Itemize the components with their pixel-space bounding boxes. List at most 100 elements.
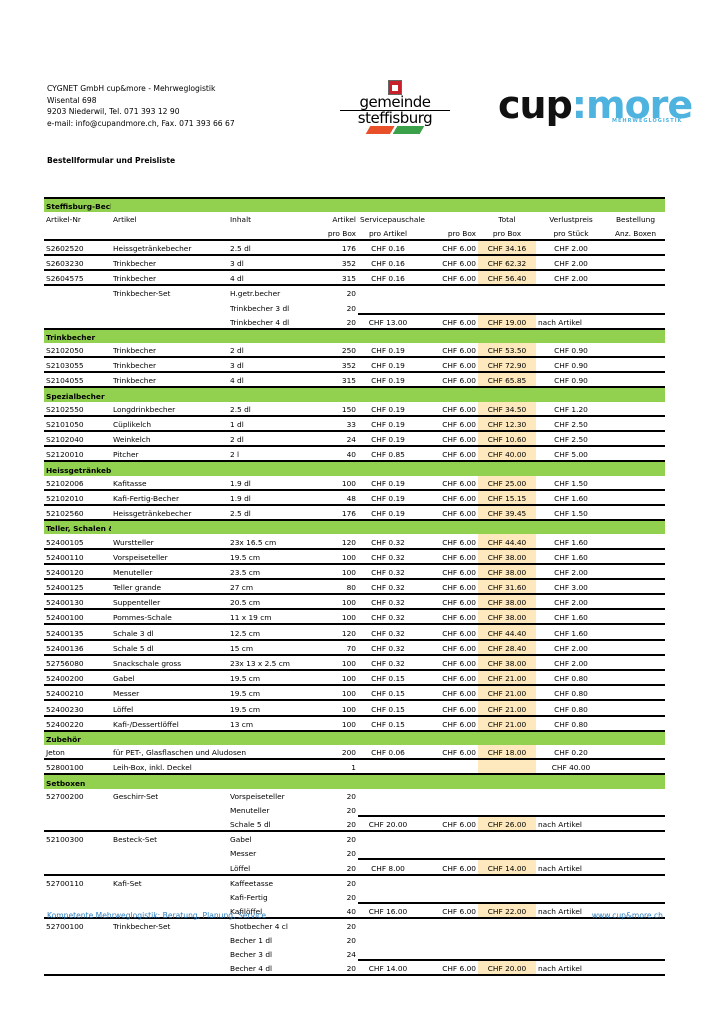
pauschale-pro-box: CHF 6.00 (418, 594, 478, 611)
pauschale-pro-artikel (358, 299, 418, 315)
bestellung-input[interactable] (606, 875, 665, 889)
artikel-pro-box: 48 (316, 489, 358, 506)
artikel-pro-box: 100 (316, 594, 358, 611)
artikel (111, 299, 228, 313)
logo-subtitle: MEHRWEGLOGISTIK (612, 118, 683, 124)
cell (536, 327, 606, 343)
bestellung-input[interactable] (606, 475, 665, 491)
bestellung-input[interactable] (606, 624, 665, 641)
bestellung-input[interactable] (606, 269, 665, 287)
artikel-nr: S2604575 (44, 269, 111, 287)
verlustpreis (536, 285, 606, 299)
bestellung-input[interactable] (606, 670, 665, 687)
artikel-nr: 52756080 (44, 654, 111, 672)
pauschale-pro-box (418, 299, 478, 315)
cell (111, 729, 228, 745)
bestellung-input[interactable] (606, 534, 665, 550)
artikel: Kafi-/Dessertlöffel (111, 715, 228, 732)
cell (358, 729, 418, 745)
bestellung-input[interactable] (606, 815, 665, 833)
bestellung-input[interactable] (606, 285, 665, 299)
pauschale-pro-artikel: CHF 0.32 (358, 548, 418, 565)
bestellung-input[interactable] (606, 888, 665, 905)
verlustpreis: nach Artikel (536, 903, 606, 920)
bestellung-input[interactable] (606, 759, 665, 776)
bestellung-input[interactable] (606, 594, 665, 611)
bestellung-input[interactable] (606, 715, 665, 732)
pauschale-pro-box (418, 801, 478, 817)
bestellung-input[interactable] (606, 859, 665, 876)
bestellung-input[interactable] (606, 357, 665, 374)
cell (536, 460, 606, 476)
artikel-pro-box: 70 (316, 639, 358, 656)
pauschale-pro-box (418, 831, 478, 845)
bestellung-input[interactable] (606, 254, 665, 271)
bestellung-input[interactable] (606, 548, 665, 565)
bestellung-input[interactable] (606, 932, 665, 945)
artikel-pro-box: 315 (316, 372, 358, 389)
bestellung-input[interactable] (606, 639, 665, 656)
pauschale-pro-box: CHF 6.00 (418, 489, 478, 506)
bestellung-input[interactable] (606, 801, 665, 817)
table-row: 52800100 Leih-Box, inkl. Deckel 1 CHF 40.00 (44, 759, 665, 776)
pauschale-pro-box: CHF 6.00 (418, 744, 478, 761)
artikel-nr (44, 946, 111, 960)
bestellung-input[interactable] (606, 563, 665, 580)
footer-tagline: Kompetente Mehrweglogistik: Beratung, Pl… (47, 911, 267, 920)
bestellung-input[interactable] (606, 789, 665, 802)
artikel (111, 815, 228, 833)
bestellung-input[interactable] (606, 609, 665, 626)
cell (316, 327, 358, 343)
bestellung-input[interactable] (606, 654, 665, 672)
bestellung-input[interactable] (606, 415, 665, 433)
pauschale-pro-box: CHF 6.00 (418, 446, 478, 463)
cell (418, 773, 478, 789)
artikel-nr: 52400210 (44, 685, 111, 702)
pauschale-pro-box: CHF 6.00 (418, 578, 478, 596)
bestellung-input[interactable] (606, 845, 665, 861)
bestellung-input[interactable] (606, 578, 665, 596)
bestellung-input[interactable] (606, 903, 665, 920)
cell (418, 519, 478, 535)
artikel-pro-box: 100 (316, 685, 358, 702)
bestellung-input[interactable] (606, 959, 665, 976)
verlustpreis: CHF 0.90 (536, 372, 606, 389)
bestellung-input[interactable] (606, 372, 665, 389)
footer-website[interactable]: www.cup&more.ch (591, 911, 663, 920)
bestellung-input[interactable] (606, 313, 665, 330)
artikel-nr: 52400220 (44, 715, 111, 732)
section-row: Zubehör (44, 729, 665, 745)
bestellung-input[interactable] (606, 700, 665, 717)
bestellung-input[interactable] (606, 446, 665, 463)
bestellung-input[interactable] (606, 342, 665, 359)
total-pro-box: CHF 15.15 (478, 489, 536, 506)
verlustpreis (536, 789, 606, 802)
artikel-nr: 52400110 (44, 548, 111, 565)
verlustpreis (536, 888, 606, 905)
bestellung-input[interactable] (606, 945, 665, 961)
pauschale-pro-artikel (358, 759, 418, 776)
artikel-nr: Jeton (44, 744, 111, 761)
artikel-nr (44, 859, 111, 876)
bestellung-input[interactable] (606, 239, 665, 256)
artikel-nr: S2102550 (44, 401, 111, 417)
inhalt: 2.5 dl (228, 504, 316, 522)
artikel-nr: 52400130 (44, 594, 111, 611)
verlustpreis: CHF 0.90 (536, 357, 606, 374)
total-pro-box (478, 932, 536, 946)
bestellung-input[interactable] (606, 918, 665, 932)
artikel-pro-box: 24 (316, 431, 358, 448)
bestellung-input[interactable] (606, 299, 665, 315)
cupandmore-logo: cup:more MEHRWEGLOGISTIK (498, 86, 717, 130)
cell (316, 460, 358, 476)
pauschale-pro-artikel: CHF 14.00 (358, 959, 418, 976)
bestellung-input[interactable] (606, 431, 665, 448)
bestellung-input[interactable] (606, 489, 665, 506)
bestellung-input[interactable] (606, 831, 665, 845)
bestellung-input[interactable] (606, 744, 665, 761)
bestellung-input[interactable] (606, 401, 665, 417)
bestellung-input[interactable] (606, 685, 665, 702)
bestellung-input[interactable] (606, 504, 665, 522)
artikel (111, 802, 228, 816)
total-pro-box: CHF 34.50 (478, 401, 536, 417)
